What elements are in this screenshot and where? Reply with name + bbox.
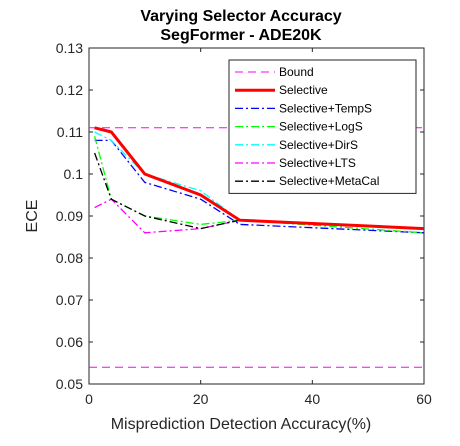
legend-label-selective-logs: Selective+LogS (279, 120, 363, 134)
legend-label-selective-metacal: Selective+MetaCal (279, 174, 379, 188)
chart-title-line-1: Varying Selector Accuracy (140, 8, 341, 25)
chart-title-line-2: SegFormer - ADE20K (160, 27, 322, 44)
legend: Bound Selective Selective+TempS Selective+L… (228, 59, 417, 194)
axis-ticks: 0.05 0.06 0.07 0.08 0.09 0.1 0.11 0.12 0.13 0 20 40… (56, 40, 432, 407)
x-axis-label: Misprediction Detection Accuracy(%) (111, 416, 372, 433)
x-tick-label: 20 (193, 391, 209, 407)
legend-label-selective: Selective (279, 83, 328, 97)
legend-label-bound: Bound (279, 65, 314, 79)
y-tick-label: 0.09 (56, 208, 83, 224)
y-axis-label: ECE (24, 200, 41, 233)
y-tick-label: 0.06 (56, 334, 83, 350)
series-lines (89, 126, 425, 368)
legend-box (228, 59, 417, 194)
series-line-selective (94, 126, 425, 231)
legend-label-selective-dirs: Selective+DirS (279, 138, 358, 152)
y-tick-label: 0.1 (64, 166, 84, 182)
y-tick-label: 0.08 (56, 250, 83, 266)
legend-label-selective-lts: Selective+LTS (279, 156, 356, 170)
y-tick-label: 0.13 (56, 40, 83, 56)
y-tick-label: 0.12 (56, 82, 83, 98)
series-line-selective-temps (94, 139, 425, 234)
y-tick-label: 0.05 (56, 376, 83, 392)
x-tick-label: 40 (305, 391, 321, 407)
x-tick-label: 60 (416, 391, 432, 407)
y-tick-label: 0.11 (57, 124, 83, 140)
y-tick-label: 0.07 (56, 292, 83, 308)
x-tick-label: 0 (85, 391, 93, 407)
legend-label-selective-temps: Selective+TempS (279, 101, 372, 115)
